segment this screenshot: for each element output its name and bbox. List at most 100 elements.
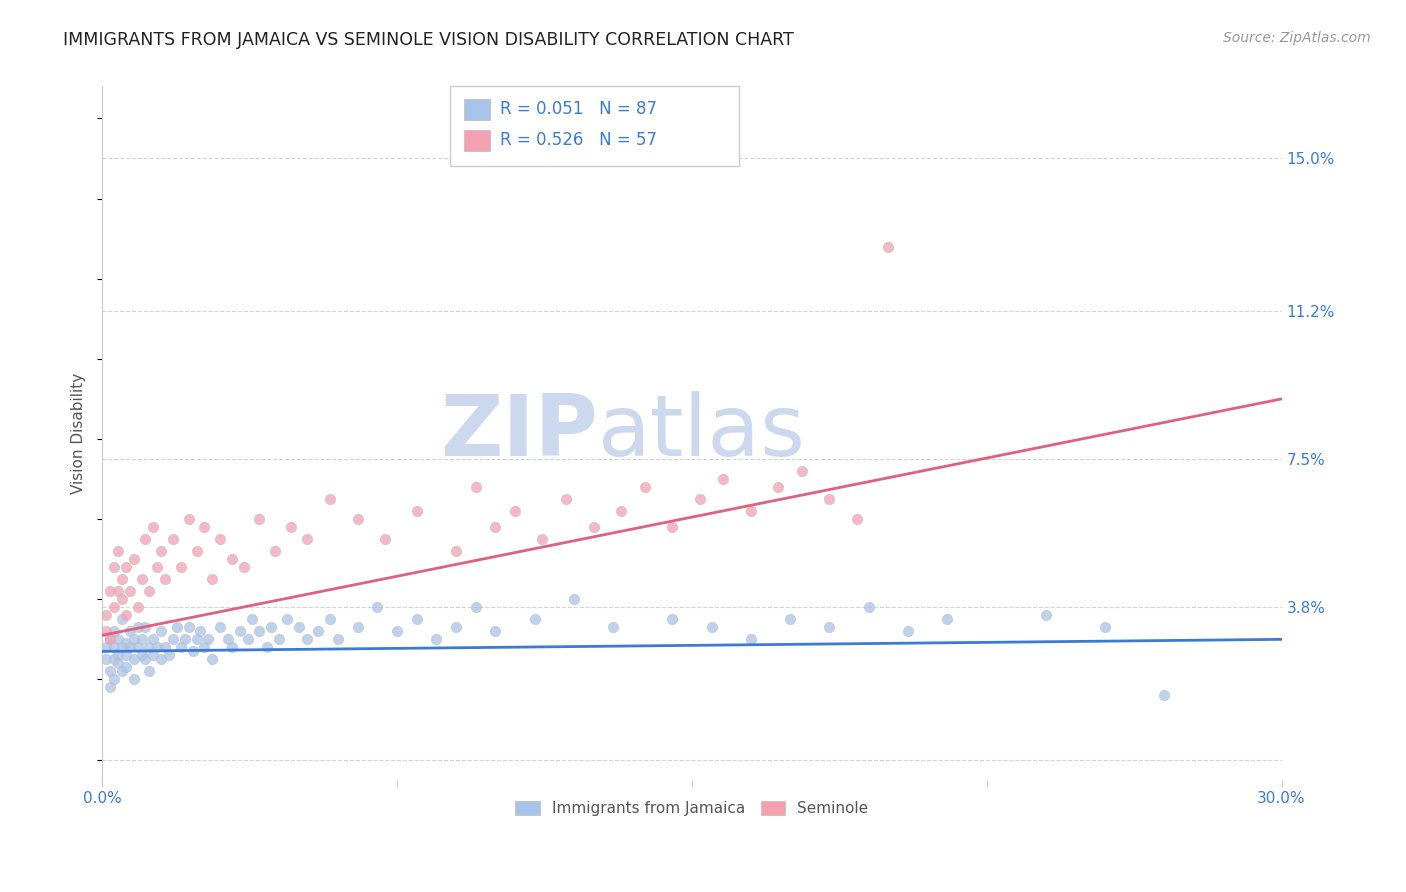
Point bbox=[221, 552, 243, 566]
Point bbox=[201, 652, 224, 666]
Point bbox=[936, 612, 959, 626]
Point bbox=[170, 560, 193, 574]
Point bbox=[236, 632, 259, 647]
Text: Source: ZipAtlas.com: Source: ZipAtlas.com bbox=[1223, 31, 1371, 45]
Point bbox=[531, 532, 554, 546]
Point bbox=[94, 624, 117, 639]
Point bbox=[146, 560, 169, 574]
FancyBboxPatch shape bbox=[450, 87, 740, 166]
Point bbox=[186, 544, 208, 558]
Point bbox=[602, 620, 624, 634]
Point bbox=[1153, 689, 1175, 703]
Point bbox=[240, 612, 263, 626]
Point bbox=[127, 620, 149, 634]
Point bbox=[295, 532, 318, 546]
Point bbox=[103, 560, 125, 574]
Point bbox=[700, 620, 723, 634]
Point bbox=[444, 620, 467, 634]
Point bbox=[107, 657, 129, 671]
Point bbox=[131, 572, 153, 586]
Point bbox=[98, 632, 121, 647]
Point bbox=[131, 648, 153, 663]
Point bbox=[127, 600, 149, 615]
Point bbox=[122, 673, 145, 687]
Point bbox=[94, 608, 117, 623]
Point bbox=[153, 572, 176, 586]
Point bbox=[170, 640, 193, 655]
Point bbox=[118, 640, 141, 655]
Point bbox=[111, 572, 134, 586]
Point bbox=[209, 620, 232, 634]
Point bbox=[150, 544, 173, 558]
Point bbox=[711, 472, 734, 486]
Point bbox=[138, 640, 160, 655]
Point bbox=[114, 636, 136, 650]
Point bbox=[111, 592, 134, 607]
Point bbox=[374, 532, 396, 546]
Point bbox=[146, 640, 169, 655]
Point bbox=[150, 652, 173, 666]
Point bbox=[221, 640, 243, 655]
Point bbox=[1035, 608, 1057, 623]
Point bbox=[142, 520, 165, 534]
Point bbox=[661, 520, 683, 534]
Text: IMMIGRANTS FROM JAMAICA VS SEMINOLE VISION DISABILITY CORRELATION CHART: IMMIGRANTS FROM JAMAICA VS SEMINOLE VISI… bbox=[63, 31, 794, 49]
Point bbox=[94, 652, 117, 666]
Point bbox=[523, 612, 546, 626]
Point bbox=[484, 624, 506, 639]
Point bbox=[142, 648, 165, 663]
Point bbox=[444, 544, 467, 558]
Point bbox=[193, 640, 215, 655]
Point bbox=[307, 624, 329, 639]
Point bbox=[103, 600, 125, 615]
Point bbox=[846, 512, 869, 526]
Point bbox=[366, 600, 388, 615]
Point bbox=[103, 640, 125, 655]
Point bbox=[114, 560, 136, 574]
Point bbox=[131, 632, 153, 647]
Point bbox=[209, 532, 232, 546]
Point bbox=[562, 592, 585, 607]
Point bbox=[177, 512, 200, 526]
Point bbox=[138, 584, 160, 599]
Point bbox=[405, 612, 427, 626]
Point bbox=[127, 640, 149, 655]
Point bbox=[157, 648, 180, 663]
Point bbox=[107, 584, 129, 599]
Text: R = 0.526   N = 57: R = 0.526 N = 57 bbox=[499, 131, 657, 150]
Point bbox=[740, 632, 762, 647]
Point bbox=[98, 665, 121, 679]
Point bbox=[897, 624, 920, 639]
Point bbox=[232, 560, 254, 574]
Point bbox=[118, 584, 141, 599]
Point bbox=[197, 632, 219, 647]
Point bbox=[269, 632, 291, 647]
Point bbox=[689, 492, 711, 507]
Point bbox=[217, 632, 239, 647]
Point bbox=[122, 552, 145, 566]
Point bbox=[264, 544, 287, 558]
Point bbox=[114, 648, 136, 663]
Point bbox=[280, 520, 302, 534]
Point bbox=[818, 492, 841, 507]
Point bbox=[818, 620, 841, 634]
Point bbox=[177, 620, 200, 634]
Point bbox=[740, 504, 762, 518]
Point bbox=[484, 520, 506, 534]
Point bbox=[103, 624, 125, 639]
Point bbox=[877, 240, 900, 254]
Point bbox=[134, 532, 156, 546]
Point bbox=[249, 624, 271, 639]
Point bbox=[111, 640, 134, 655]
Point bbox=[186, 632, 208, 647]
Point bbox=[111, 665, 134, 679]
Text: atlas: atlas bbox=[598, 392, 806, 475]
Point bbox=[150, 624, 173, 639]
Point bbox=[107, 632, 129, 647]
Point bbox=[103, 673, 125, 687]
Point bbox=[276, 612, 298, 626]
Point bbox=[142, 632, 165, 647]
Point bbox=[98, 681, 121, 695]
Point bbox=[111, 612, 134, 626]
Point bbox=[661, 612, 683, 626]
